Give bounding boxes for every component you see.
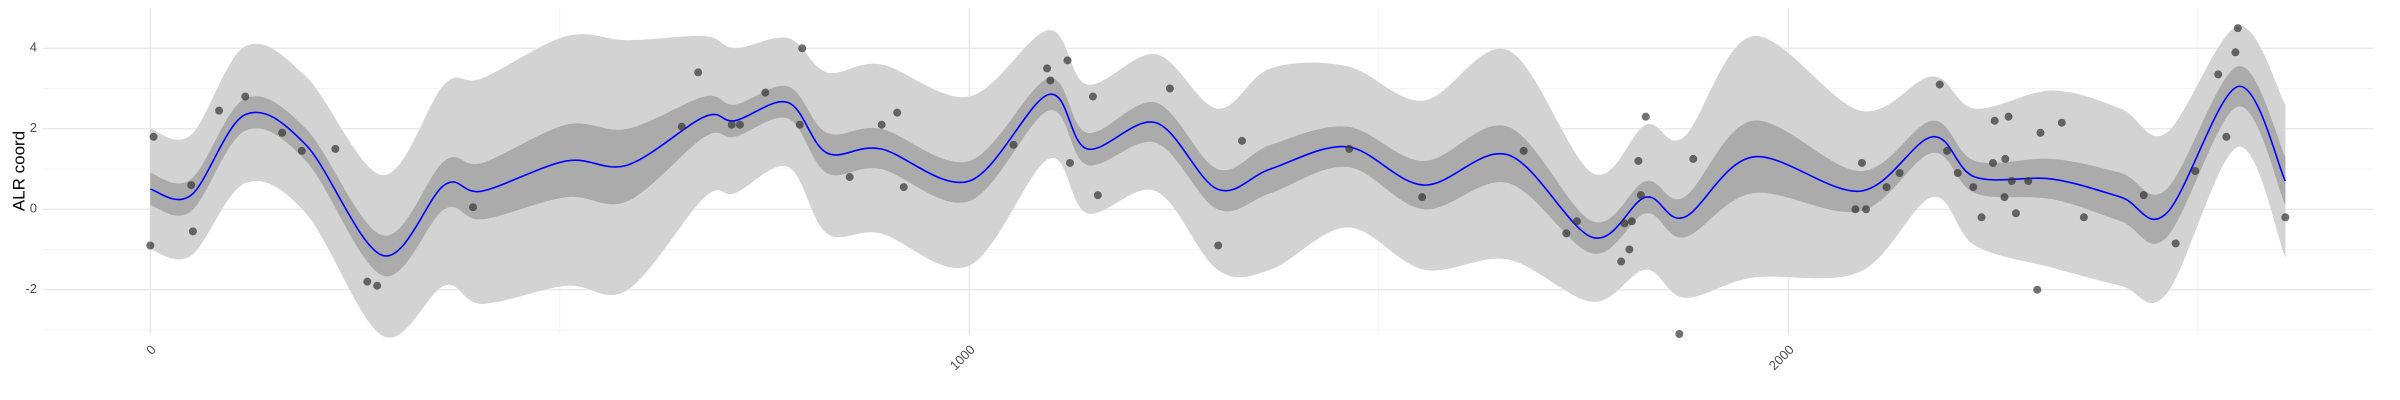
- data-point: [2233, 24, 2242, 33]
- data-point: [1851, 205, 1860, 214]
- data-point: [149, 132, 158, 141]
- data-point: [1689, 154, 1698, 163]
- data-point: [188, 227, 197, 236]
- data-point: [146, 241, 155, 250]
- data-point: [2024, 177, 2033, 186]
- data-point: [215, 106, 224, 115]
- data-point: [2191, 167, 2200, 175]
- data-point: [1093, 191, 1102, 200]
- data-point: [727, 120, 736, 129]
- data-point: [2139, 191, 2148, 200]
- y-tick-label: 4: [30, 40, 37, 55]
- data-point: [1519, 146, 1528, 155]
- data-point: [694, 68, 703, 77]
- data-point: [2171, 239, 2180, 248]
- data-point: [1418, 193, 1427, 202]
- data-point: [1990, 116, 1999, 125]
- x-tick-label: 2000: [1766, 342, 1797, 373]
- data-point: [1969, 183, 1978, 192]
- data-point: [2000, 193, 2009, 202]
- data-point: [297, 146, 306, 155]
- data-point: [877, 120, 886, 129]
- data-point: [2007, 177, 2016, 186]
- y-tick-label: -2: [25, 281, 37, 296]
- data-point: [1009, 140, 1018, 149]
- data-point: [2004, 112, 2013, 121]
- data-point: [1895, 169, 1904, 178]
- x-tick-label: 0: [143, 342, 159, 358]
- data-point: [899, 183, 908, 192]
- data-point: [1977, 213, 1986, 222]
- data-point: [187, 181, 196, 190]
- data-point: [2033, 285, 2042, 294]
- data-point: [1943, 146, 1952, 155]
- data-point: [2011, 209, 2020, 218]
- data-point: [2057, 118, 2066, 127]
- data-point: [1088, 92, 1097, 101]
- data-point: [241, 92, 250, 101]
- x-tick-label: 1000: [947, 342, 978, 373]
- data-point: [2036, 128, 2045, 137]
- data-point: [761, 88, 770, 97]
- data-point: [2231, 48, 2240, 57]
- data-point: [845, 173, 854, 182]
- data-point: [1634, 156, 1643, 165]
- data-point: [1627, 217, 1636, 226]
- data-point: [1046, 76, 1055, 85]
- data-point: [1043, 64, 1052, 73]
- data-point: [1617, 257, 1626, 266]
- data-point: [363, 277, 372, 286]
- data-point: [795, 120, 804, 129]
- data-point: [373, 281, 382, 290]
- data-point: [1066, 158, 1075, 167]
- data-point: [1345, 144, 1354, 153]
- data-point: [1063, 56, 1072, 65]
- data-point: [1641, 112, 1650, 121]
- data-point: [2222, 132, 2231, 141]
- data-point: [1625, 245, 1634, 254]
- data-point: [1988, 158, 1997, 167]
- data-point: [1636, 191, 1645, 200]
- data-point: [1562, 229, 1571, 238]
- y-tick-label: 2: [30, 120, 37, 135]
- confidence-band: [150, 66, 2286, 277]
- y-tick-label: 0: [30, 201, 37, 216]
- mean-line: [150, 85, 2287, 257]
- data-point: [1214, 241, 1223, 250]
- data-point: [1953, 169, 1962, 178]
- data-point: [1165, 84, 1174, 93]
- data-point: [893, 108, 902, 117]
- data-point: [1675, 330, 1684, 338]
- data-point: [468, 203, 477, 212]
- data-point: [1620, 219, 1629, 228]
- data-point: [1935, 80, 1944, 89]
- y-axis-title: ALR coord: [9, 131, 28, 211]
- data-point: [1857, 158, 1866, 167]
- data-point: [2214, 70, 2223, 79]
- data-point: [677, 122, 686, 131]
- data-point: [2001, 154, 2010, 163]
- data-point: [1862, 205, 1871, 214]
- data-point: [1882, 183, 1891, 192]
- data-point: [331, 144, 340, 153]
- data-point: [798, 44, 807, 53]
- data-point: [278, 128, 287, 137]
- data-point: [1237, 136, 1246, 145]
- data-point: [2281, 213, 2290, 222]
- data-point: [2079, 213, 2088, 222]
- data-point: [735, 120, 744, 129]
- data-point: [1572, 217, 1581, 226]
